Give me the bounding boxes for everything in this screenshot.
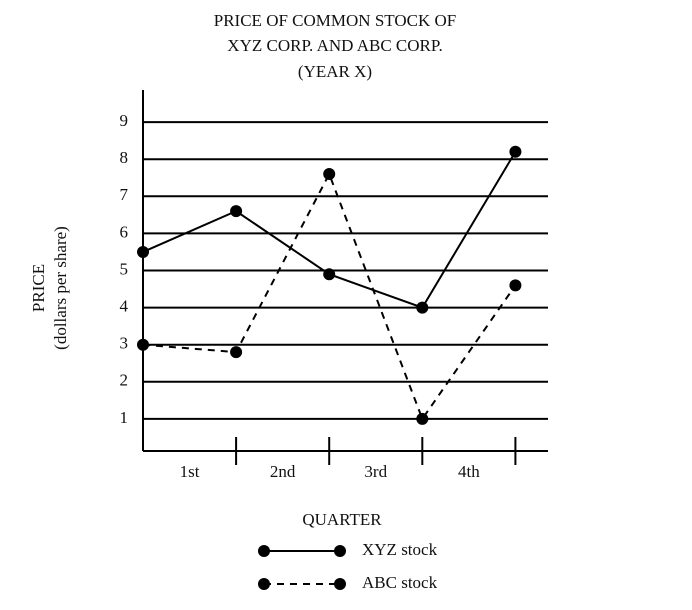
x-axis-label: QUARTER <box>302 510 382 529</box>
data-point <box>509 279 522 292</box>
y-tick-label: 5 <box>120 259 129 278</box>
y-tick-label: 6 <box>120 222 129 241</box>
data-point <box>323 168 336 181</box>
y-tick-label: 7 <box>120 185 129 204</box>
legend-label: ABC stock <box>362 573 438 592</box>
data-point <box>509 145 522 158</box>
data-point <box>416 412 429 425</box>
data-point <box>230 346 243 359</box>
y-axis-label-line: (dollars per share) <box>51 226 70 350</box>
data-point <box>137 338 149 351</box>
y-tick-label: 4 <box>120 297 129 316</box>
y-axis-label-line: PRICE <box>29 264 48 312</box>
x-category-label: 4th <box>458 462 480 481</box>
chart-title: XYZ CORP. AND ABC CORP. <box>227 36 442 55</box>
y-tick-label: 2 <box>120 371 129 390</box>
x-category-label: 3rd <box>364 462 387 481</box>
y-tick-label: 1 <box>120 408 129 427</box>
y-tick-label: 3 <box>120 334 129 353</box>
x-category-label: 1st <box>180 462 200 481</box>
data-point <box>137 245 149 258</box>
legend-marker <box>258 545 270 557</box>
y-axis-label: PRICE (dollars per share) <box>29 226 70 350</box>
chart-title: PRICE OF COMMON STOCK OF <box>214 11 456 30</box>
data-point <box>323 268 336 281</box>
y-tick-label: 8 <box>120 148 129 167</box>
x-category-label: 2nd <box>270 462 296 481</box>
chart-subtitle: (YEAR X) <box>298 62 372 81</box>
data-point <box>416 301 429 314</box>
legend-label: XYZ stock <box>362 540 438 559</box>
legend-marker <box>258 578 270 590</box>
y-tick-label: 9 <box>120 111 129 130</box>
legend-marker <box>334 578 346 590</box>
legend-marker <box>334 545 346 557</box>
data-point <box>230 205 243 218</box>
